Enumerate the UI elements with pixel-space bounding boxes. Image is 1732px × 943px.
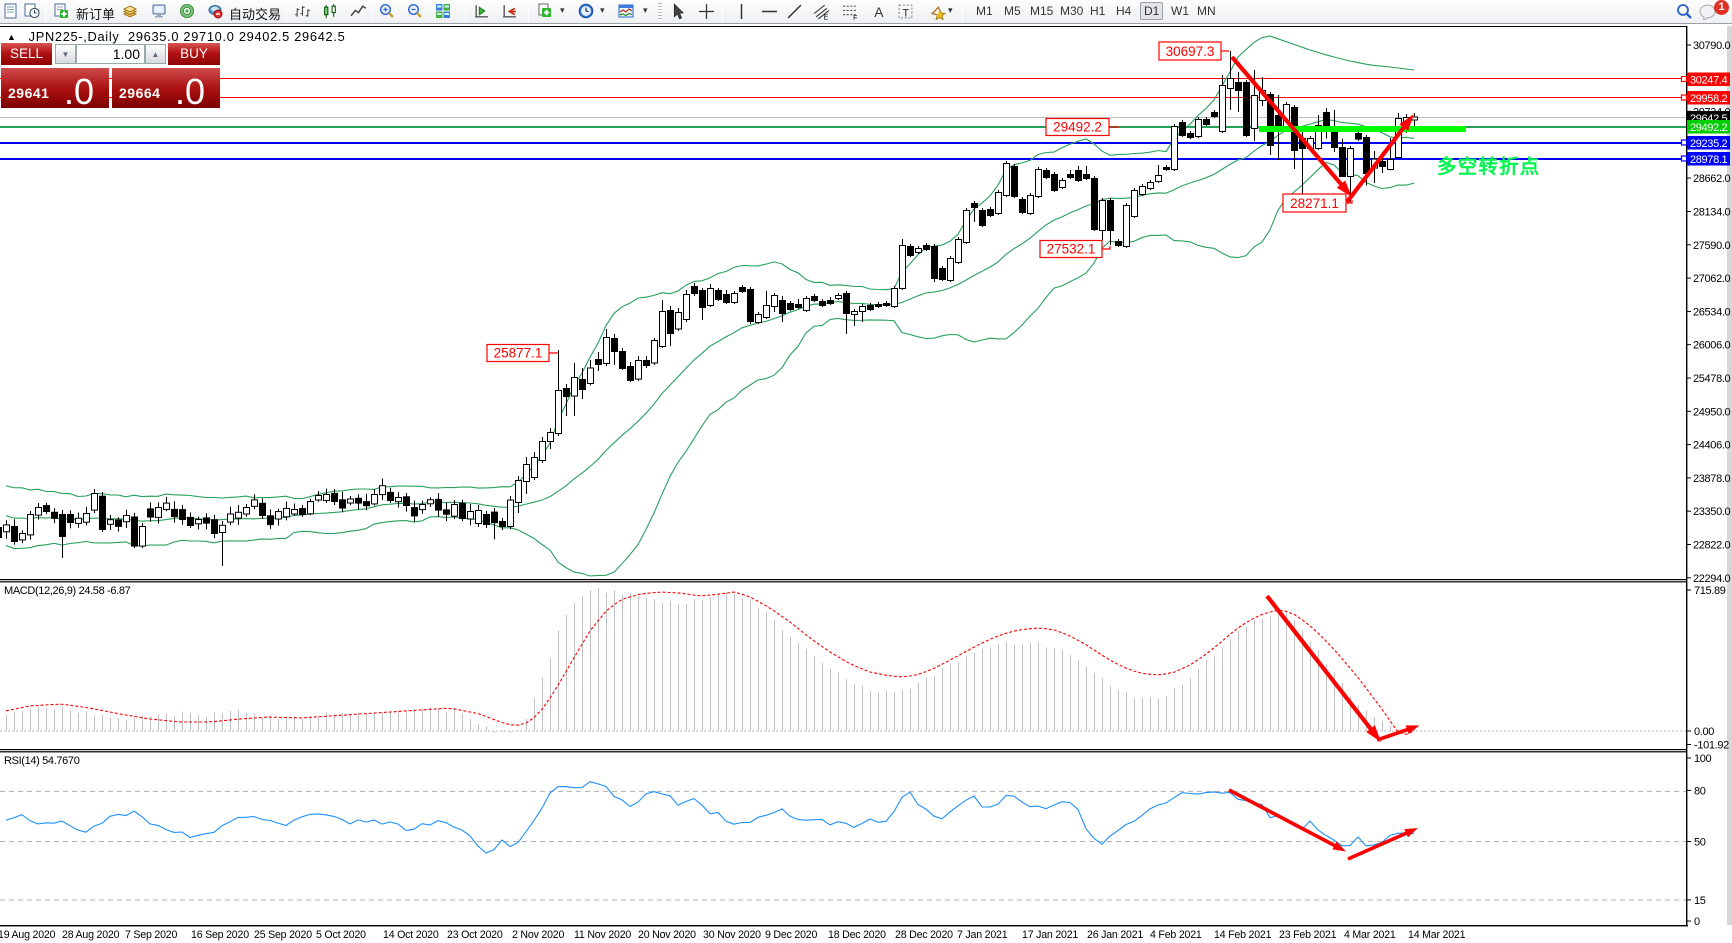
svg-text:19 Aug 2020: 19 Aug 2020 <box>0 929 56 941</box>
svg-text:30697.3: 30697.3 <box>1166 44 1215 59</box>
svg-text:RSI(14) 54.7670: RSI(14) 54.7670 <box>4 755 80 767</box>
svg-text:23350.0: 23350.0 <box>1693 506 1731 518</box>
svg-text:22294.0: 22294.0 <box>1693 573 1731 585</box>
svg-text:4 Mar 2021: 4 Mar 2021 <box>1344 929 1396 941</box>
svg-text:24406.0: 24406.0 <box>1693 440 1731 452</box>
svg-text:0.00: 0.00 <box>1694 726 1714 738</box>
svg-text:28 Aug 2020: 28 Aug 2020 <box>62 929 120 941</box>
svg-text:23 Feb 2021: 23 Feb 2021 <box>1279 929 1337 941</box>
svg-text:MACD(12,26,9) 24.58 -6.87: MACD(12,26,9) 24.58 -6.87 <box>4 585 131 597</box>
svg-text:15: 15 <box>1694 895 1706 907</box>
svg-text:25 Sep 2020: 25 Sep 2020 <box>254 929 312 941</box>
svg-text:26006.0: 26006.0 <box>1693 340 1731 352</box>
svg-text:28978.1: 28978.1 <box>1690 154 1728 166</box>
svg-text:E: E <box>824 14 829 20</box>
svg-text:23 Oct 2020: 23 Oct 2020 <box>447 929 503 941</box>
svg-text:2 Nov 2020: 2 Nov 2020 <box>512 929 564 941</box>
svg-text:14 Feb 2021: 14 Feb 2021 <box>1214 929 1272 941</box>
svg-text:9 Dec 2020: 9 Dec 2020 <box>765 929 817 941</box>
svg-text:29235.2: 29235.2 <box>1690 138 1728 150</box>
svg-text:30790.0: 30790.0 <box>1693 40 1731 52</box>
svg-text:23878.0: 23878.0 <box>1693 473 1731 485</box>
svg-text:80: 80 <box>1694 785 1706 797</box>
svg-text:28134.0: 28134.0 <box>1693 207 1731 219</box>
svg-text:0: 0 <box>1694 916 1700 928</box>
svg-text:29492.2: 29492.2 <box>1690 122 1728 134</box>
svg-text:20 Nov 2020: 20 Nov 2020 <box>638 929 696 941</box>
svg-text:25877.1: 25877.1 <box>494 346 543 361</box>
svg-text:多空转折点: 多空转折点 <box>1437 155 1541 178</box>
svg-text:29958.2: 29958.2 <box>1690 93 1728 105</box>
svg-text:27532.1: 27532.1 <box>1047 242 1096 257</box>
svg-text:30 Nov 2020: 30 Nov 2020 <box>703 929 761 941</box>
svg-text:A: A <box>874 4 884 20</box>
svg-text:7 Jan 2021: 7 Jan 2021 <box>957 929 1008 941</box>
svg-text:4 Feb 2021: 4 Feb 2021 <box>1150 929 1202 941</box>
svg-text:17 Jan 2021: 17 Jan 2021 <box>1022 929 1078 941</box>
svg-text:100: 100 <box>1694 753 1712 765</box>
svg-text:T: T <box>902 7 909 19</box>
svg-text:715.89: 715.89 <box>1694 585 1726 597</box>
svg-text:50: 50 <box>1694 837 1706 849</box>
svg-text:28662.0: 28662.0 <box>1693 173 1731 185</box>
svg-text:16 Sep 2020: 16 Sep 2020 <box>191 929 249 941</box>
svg-text:28 Dec 2020: 28 Dec 2020 <box>895 929 953 941</box>
svg-text:28271.1: 28271.1 <box>1290 196 1339 211</box>
svg-text:25478.0: 25478.0 <box>1693 373 1731 385</box>
svg-text:27062.0: 27062.0 <box>1693 273 1731 285</box>
svg-text:30247.4: 30247.4 <box>1690 74 1728 86</box>
svg-text:29492.2: 29492.2 <box>1053 120 1102 135</box>
svg-text:27590.0: 27590.0 <box>1693 240 1731 252</box>
svg-text:14 Mar 2021: 14 Mar 2021 <box>1408 929 1466 941</box>
svg-text:22822.0: 22822.0 <box>1693 540 1731 552</box>
svg-text:18 Dec 2020: 18 Dec 2020 <box>828 929 886 941</box>
svg-text:24950.0: 24950.0 <box>1693 406 1731 418</box>
svg-text:F: F <box>853 15 857 20</box>
svg-text:5 Oct 2020: 5 Oct 2020 <box>316 929 366 941</box>
svg-text:26 Jan 2021: 26 Jan 2021 <box>1087 929 1143 941</box>
svg-text:26534.0: 26534.0 <box>1693 306 1731 318</box>
svg-text:11 Nov 2020: 11 Nov 2020 <box>574 929 631 941</box>
svg-text:-101.92: -101.92 <box>1694 740 1729 752</box>
svg-text:14 Oct 2020: 14 Oct 2020 <box>383 929 439 941</box>
svg-text:7 Sep 2020: 7 Sep 2020 <box>125 929 178 941</box>
